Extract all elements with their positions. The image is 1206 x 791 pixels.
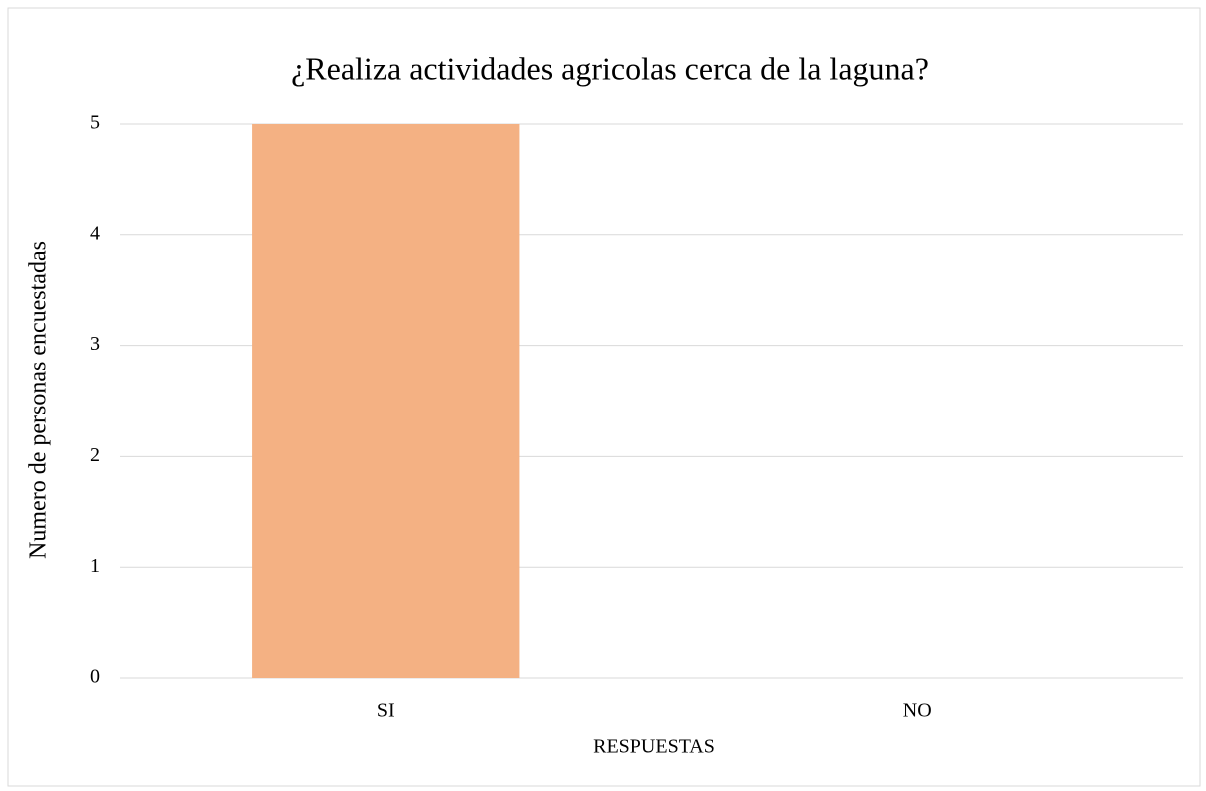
y-tick-label: 2 — [90, 444, 100, 466]
x-tick-label: NO — [903, 700, 932, 722]
y-tick-label: 4 — [90, 222, 100, 244]
y-tick-label: 5 — [90, 112, 100, 134]
y-tick-label: 0 — [90, 666, 100, 688]
y-tick-label: 3 — [90, 333, 100, 355]
chart-title: ¿Realiza actividades agricolas cerca de … — [291, 50, 929, 86]
chart-border — [7, 7, 1201, 787]
x-axis-label: RESPUESTAS — [593, 736, 715, 758]
x-tick-label: SI — [377, 700, 395, 722]
bar — [252, 124, 520, 678]
y-tick-label: 1 — [90, 555, 100, 577]
y-axis-label: Numero de personas encuestadas — [26, 241, 52, 559]
